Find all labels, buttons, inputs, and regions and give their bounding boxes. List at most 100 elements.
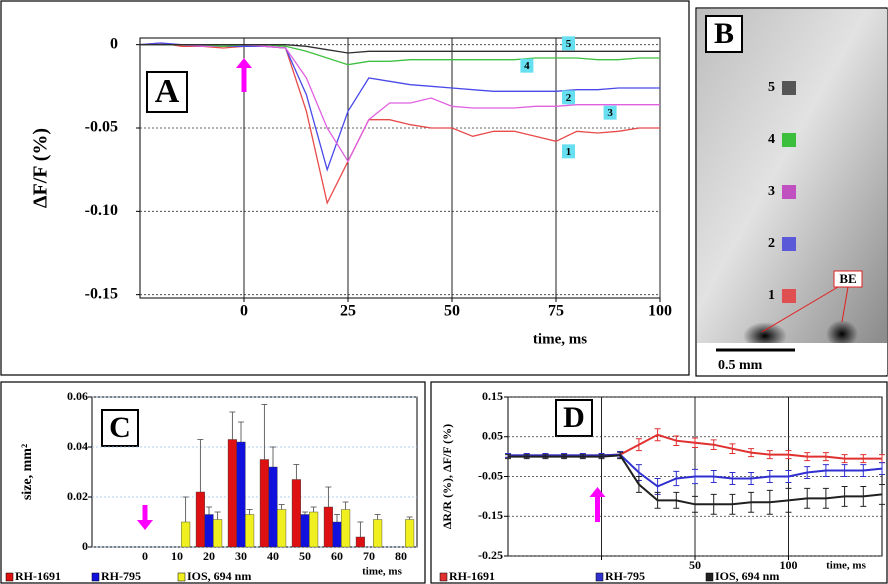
x-tick-label: 80: [395, 549, 407, 563]
error-bar: [710, 439, 717, 450]
error-bar: [879, 483, 885, 505]
y-axis-label: ΔR/R (%), ΔF/F (%): [440, 424, 454, 529]
x-tick-label: 50: [299, 549, 311, 563]
error-bar: [748, 448, 755, 458]
data-line: [140, 44, 660, 54]
y-axis-label: ΔF/F (%): [30, 128, 52, 208]
x-tick-label: 50: [689, 558, 701, 572]
bar: [213, 519, 223, 548]
error-bar: [278, 504, 285, 510]
x-tick-label: 0: [240, 303, 248, 320]
legend-swatch: [439, 572, 448, 582]
scale-bar-label: 0.5 mm: [718, 358, 763, 373]
error-bar: [214, 511, 221, 520]
data-line: [140, 44, 660, 66]
data-line: [139, 42, 660, 205]
legend-label: IOS, 694 nm: [187, 569, 251, 583]
bar: [291, 479, 301, 548]
x-tick-label: 100: [780, 558, 798, 572]
error-bar: [673, 491, 680, 509]
y-tick-label: 0: [82, 539, 88, 553]
legend-swatch: [91, 572, 100, 582]
error-bar: [729, 443, 736, 454]
panel-d-frame: [430, 381, 888, 584]
error-bar: [206, 506, 212, 515]
series-tag-label: 1: [566, 146, 572, 158]
x-tick-label: 20: [203, 549, 215, 563]
roi-square: [782, 237, 796, 251]
error-bar: [635, 438, 642, 452]
error-bar: [692, 437, 698, 448]
bar: [236, 441, 246, 548]
bar: [323, 506, 333, 548]
bar: [373, 519, 383, 548]
panel-c-frame: [0, 381, 426, 584]
error-bar: [841, 485, 848, 507]
dark-region: [826, 320, 858, 348]
error-bar: [334, 514, 340, 522]
bar: [195, 491, 205, 548]
error-bar: [785, 450, 792, 460]
error-bar: [246, 509, 253, 515]
bar: [405, 519, 415, 548]
panel-label: B: [714, 17, 734, 50]
panel-label-box: [101, 409, 139, 447]
error-bar: [673, 435, 680, 446]
y-tick-label: 0: [110, 35, 118, 52]
error-bar: [523, 454, 530, 460]
annotation-line: [761, 286, 839, 333]
x-axis-label: time, ms: [362, 566, 402, 578]
x-tick-label: 30: [235, 549, 247, 563]
bar: [181, 521, 191, 548]
annotation: BE: [839, 271, 856, 286]
bar: [204, 514, 214, 548]
bar: [259, 459, 269, 548]
roi-label: 1: [768, 288, 775, 303]
error-bar: [302, 511, 308, 515]
series-tag: [562, 144, 575, 159]
bar: [245, 514, 255, 548]
error-bar: [357, 521, 364, 537]
y-tick-label: -0.25: [478, 548, 503, 562]
y-tick-label: 0.04: [67, 439, 88, 453]
error-bar: [785, 470, 792, 483]
x-tick-label: 10: [171, 549, 183, 563]
legend-label: RH-795: [101, 569, 141, 583]
error-bar: [261, 404, 268, 460]
y-tick-label: -0.10: [85, 202, 118, 219]
error-bar: [197, 439, 204, 492]
stimulus-arrow-head: [236, 58, 252, 68]
error-bar: [270, 446, 276, 467]
x-tick-label: 75: [548, 303, 564, 320]
bar: [277, 509, 287, 548]
error-bar: [841, 454, 848, 464]
error-bar: [692, 495, 698, 513]
y-tick-label: 0.05: [482, 429, 503, 443]
error-bar: [673, 470, 680, 487]
x-tick-label: 100: [648, 303, 672, 320]
stimulus-arrow-head: [137, 520, 153, 530]
x-tick-label: 70: [363, 549, 375, 563]
error-bar: [841, 464, 848, 477]
roi-square: [782, 133, 796, 147]
legend-label: RH-1691: [15, 569, 61, 583]
error-bar: [654, 428, 661, 442]
series-tag: [562, 90, 575, 105]
panel-label-box: [146, 71, 188, 113]
error-bar: [635, 476, 642, 493]
legend-label: RH-795: [605, 569, 645, 583]
series-tag-label: 3: [607, 107, 613, 119]
error-bar: [804, 487, 811, 509]
error-bar: [182, 496, 189, 522]
series-tag: [562, 36, 575, 51]
error-bar: [710, 470, 717, 483]
error-bar: [310, 506, 317, 512]
error-bar: [561, 454, 568, 460]
legend-swatch: [5, 572, 14, 582]
roi-label: 4: [768, 132, 775, 147]
bar: [300, 514, 310, 548]
roi-label: 2: [768, 236, 775, 251]
bar: [268, 466, 278, 548]
panel-label: C: [109, 411, 131, 444]
error-bar: [822, 487, 829, 509]
